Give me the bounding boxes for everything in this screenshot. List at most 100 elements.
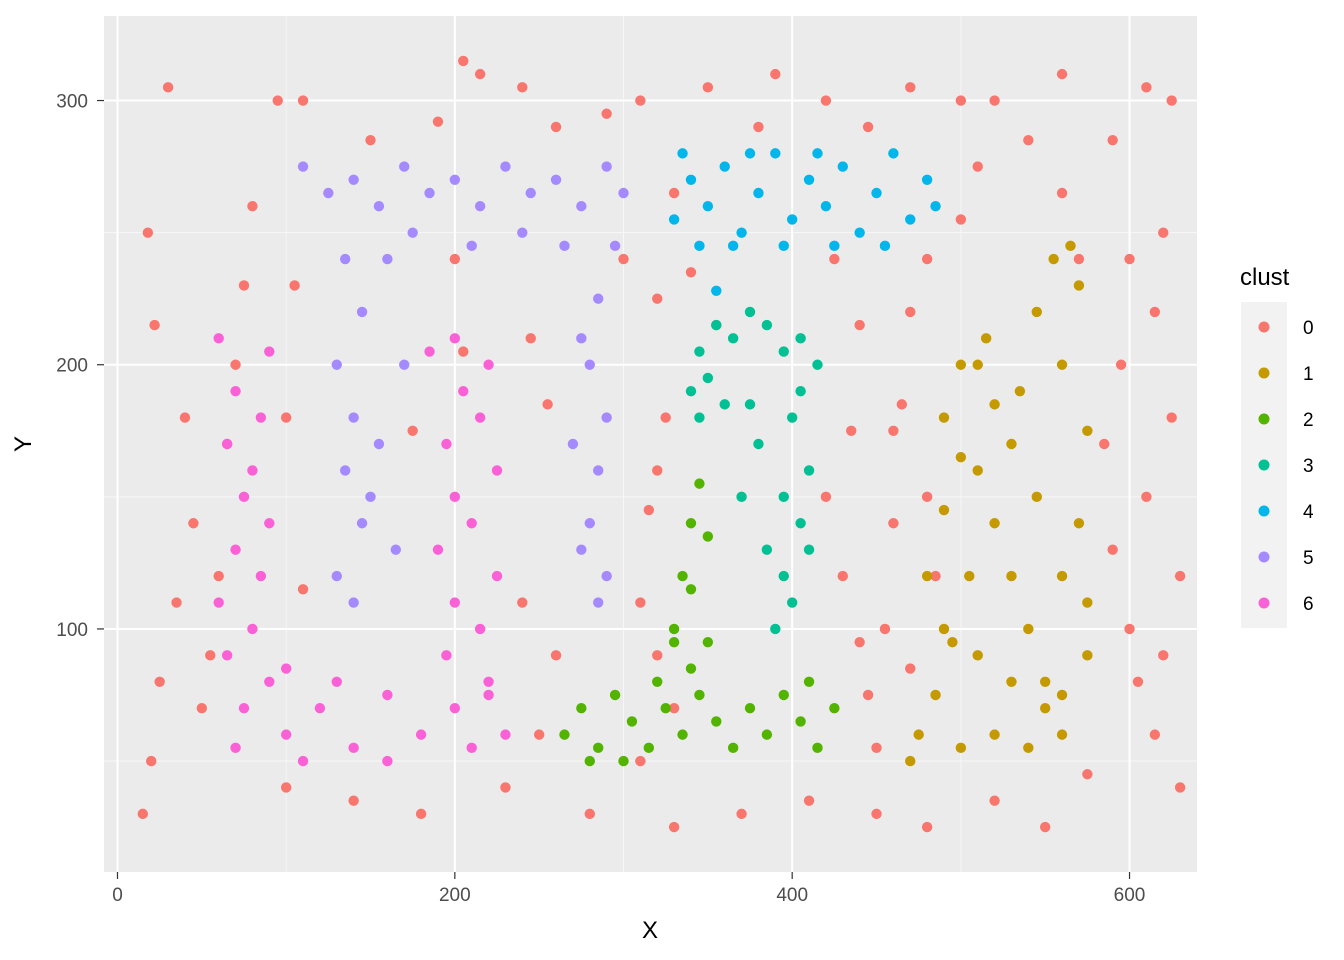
scatter-point	[753, 438, 764, 450]
scatter-point	[1124, 253, 1135, 265]
scatter-point	[1065, 240, 1076, 252]
scatter-point	[601, 161, 612, 172]
scatter-point	[786, 214, 798, 225]
scatter-point	[803, 174, 815, 186]
scatter-point	[888, 148, 899, 159]
scatter-point	[1099, 438, 1110, 450]
scatter-point	[247, 201, 258, 212]
scatter-point	[947, 636, 958, 648]
scatter-point	[331, 359, 342, 370]
scatter-point	[373, 201, 385, 212]
scatter-point	[297, 584, 309, 595]
scatter-point	[1006, 570, 1017, 582]
scatter-point	[770, 623, 781, 635]
scatter-point	[297, 161, 309, 172]
scatter-point	[786, 597, 798, 608]
scatter-point	[483, 689, 494, 701]
cluster-0-points	[137, 55, 1186, 833]
x-axis: 0 200 400 600	[112, 872, 1145, 906]
scatter-point	[1082, 425, 1093, 436]
scatter-point	[356, 518, 368, 529]
scatter-point	[474, 68, 486, 80]
scatter-point	[1073, 518, 1085, 529]
scatter-point	[542, 399, 553, 410]
major-grid	[104, 16, 1197, 872]
scatter-point	[786, 412, 798, 423]
scatter-point	[500, 782, 511, 793]
scatter-point	[255, 570, 267, 582]
cluster-6-points	[213, 333, 511, 767]
scatter-point	[525, 333, 536, 344]
scatter-point	[702, 201, 714, 212]
scatter-point	[736, 491, 747, 503]
scatter-point	[930, 201, 941, 212]
scatter-point	[744, 306, 756, 318]
scatter-point	[862, 121, 874, 133]
scatter-point	[247, 623, 258, 635]
scatter-point	[618, 187, 629, 199]
legend-item-4: 4	[1258, 502, 1314, 523]
scatter-point	[1107, 134, 1118, 146]
scatter-point	[297, 95, 309, 106]
scatter-point	[668, 214, 680, 225]
scatter-point	[1039, 676, 1051, 687]
scatter-point	[221, 650, 233, 661]
scatter-point	[348, 742, 359, 754]
scatter-point	[576, 544, 587, 555]
scatter-point	[871, 808, 882, 820]
scatter-point	[753, 121, 764, 133]
scatter-point	[1014, 385, 1026, 397]
scatter-point	[905, 755, 916, 767]
scatter-point	[1158, 650, 1169, 661]
scatter-point	[955, 214, 967, 225]
scatter-point	[1048, 253, 1059, 265]
scatter-point	[727, 240, 739, 252]
scatter-point	[1056, 359, 1068, 370]
scatter-point	[500, 161, 511, 172]
scatter-point	[803, 465, 815, 476]
scatter-point	[930, 689, 941, 701]
scatter-point	[196, 702, 208, 714]
scatter-point	[424, 187, 435, 199]
scatter-point	[449, 702, 461, 714]
scatter-point	[989, 729, 1000, 740]
scatter-point	[905, 214, 916, 225]
scatter-point	[247, 465, 258, 476]
scatter-point	[803, 544, 815, 555]
scatter-point	[432, 116, 444, 127]
scatter-point	[921, 174, 933, 186]
scatter-point	[474, 623, 486, 635]
scatter-point	[727, 333, 739, 344]
scatter-point	[905, 306, 916, 318]
scatter-point	[171, 597, 182, 608]
scatter-point	[179, 412, 191, 423]
scatter-point	[550, 650, 562, 661]
legend-label: 3	[1303, 456, 1314, 477]
scatter-point	[711, 319, 722, 331]
scatter-point	[264, 518, 275, 529]
scatter-point	[643, 504, 655, 516]
scatter-point	[685, 174, 697, 186]
scatter-point	[846, 425, 857, 436]
scatter-point	[230, 385, 241, 397]
scatter-point	[635, 95, 646, 106]
scatter-point	[340, 465, 351, 476]
scatter-point	[458, 385, 469, 397]
scatter-point	[230, 359, 241, 370]
scatter-point	[1166, 95, 1177, 106]
scatter-point	[862, 689, 874, 701]
scatter-point	[668, 636, 680, 648]
scatter-point	[474, 412, 486, 423]
scatter-point	[407, 425, 418, 436]
legend-marker	[1258, 413, 1270, 425]
scatter-point	[550, 121, 562, 133]
scatter-point	[1141, 82, 1152, 93]
scatter-point	[213, 333, 224, 344]
scatter-point	[601, 570, 612, 582]
scatter-point	[879, 240, 891, 252]
scatter-point	[803, 676, 815, 687]
scatter-point	[854, 227, 865, 238]
x-tick-label: 200	[439, 885, 471, 906]
scatter-point	[989, 795, 1000, 806]
